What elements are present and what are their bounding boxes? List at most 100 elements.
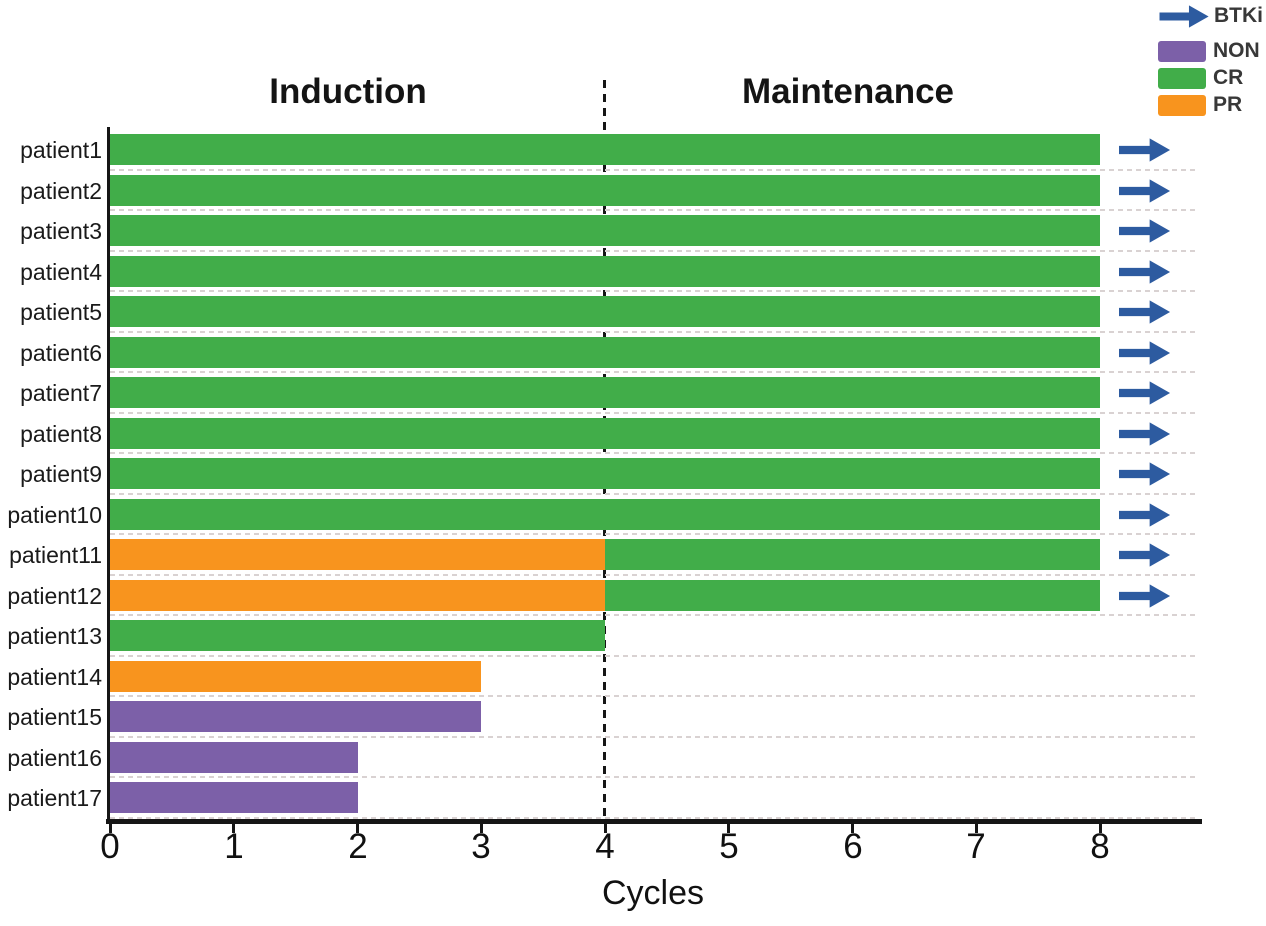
- non-color-swatch: [1158, 40, 1206, 62]
- btki-arrow-icon: [1119, 422, 1171, 446]
- bar-segment-cr: [605, 580, 1100, 611]
- x-axis-tick: [604, 824, 607, 833]
- x-tick-label: 7: [966, 827, 986, 866]
- btki-arrow-icon: [1159, 4, 1209, 28]
- x-axis-tick: [727, 824, 730, 833]
- row-gridline: [110, 817, 1197, 819]
- row-gridline: [110, 452, 1197, 454]
- btki-arrow-icon: [1119, 260, 1171, 284]
- bar-segment-pr: [110, 539, 605, 570]
- y-axis-line: [107, 127, 110, 820]
- legend-label-cr: CR: [1213, 66, 1244, 89]
- row-gridline: [110, 533, 1197, 535]
- phase-title-induction: Induction: [269, 72, 427, 111]
- x-axis-line: [106, 819, 1202, 824]
- bar-segment-cr: [110, 175, 1100, 206]
- legend-label-btki: BTKi: [1214, 4, 1263, 27]
- btki-arrow-icon: [1119, 300, 1171, 324]
- x-axis-title: Cycles: [601, 874, 705, 912]
- row-gridline: [110, 331, 1197, 333]
- btki-arrow-icon: [1119, 503, 1171, 527]
- patient-label: patient7: [20, 380, 102, 406]
- bar-segment-cr: [110, 499, 1100, 530]
- btki-arrow-icon: [1119, 138, 1171, 162]
- patient-label: patient15: [7, 704, 102, 730]
- x-axis-tick: [480, 824, 483, 833]
- bar-segment-cr: [110, 215, 1100, 246]
- x-axis-tick: [356, 824, 359, 833]
- bar-segment-pr: [110, 580, 605, 611]
- row-gridline: [110, 493, 1197, 495]
- row-gridline: [110, 776, 1197, 778]
- patient-label: patient10: [7, 502, 102, 528]
- row-gridline: [110, 169, 1197, 171]
- phase-divider-line: [603, 80, 606, 820]
- patient-label: patient5: [20, 299, 102, 325]
- btki-arrow-icon: [1119, 543, 1171, 567]
- bar-segment-cr: [110, 458, 1100, 489]
- patient-label: patient3: [20, 218, 102, 244]
- x-tick-label: 1: [224, 827, 244, 866]
- patient-label: patient6: [20, 340, 102, 366]
- bar-segment-cr: [110, 256, 1100, 287]
- bar-segment-cr: [110, 377, 1100, 408]
- btki-arrow-icon: [1119, 219, 1171, 243]
- btki-arrow-icon: [1119, 179, 1171, 203]
- x-tick-label: 6: [843, 827, 863, 866]
- x-axis-tick: [851, 824, 854, 833]
- x-tick-label: 4: [595, 827, 615, 866]
- x-tick-label: 8: [1090, 827, 1110, 866]
- patient-label: patient1: [20, 137, 102, 163]
- btki-arrow-icon: [1119, 341, 1171, 365]
- bar-segment-non: [110, 701, 481, 732]
- btki-arrow-icon: [1119, 381, 1171, 405]
- row-gridline: [110, 695, 1197, 697]
- legend-label-pr: PR: [1213, 93, 1243, 116]
- legend: BTKi NON CR PR: [1157, 3, 1263, 119]
- row-gridline: [110, 250, 1197, 252]
- x-axis-tick: [975, 824, 978, 833]
- x-tick-label: 5: [719, 827, 739, 866]
- row-gridline: [110, 412, 1197, 414]
- x-axis-tick: [1099, 824, 1102, 833]
- legend-item-non: NON: [1157, 38, 1263, 64]
- row-gridline: [110, 736, 1197, 738]
- row-gridline: [110, 655, 1197, 657]
- pr-color-swatch: [1158, 94, 1206, 116]
- bar-segment-cr: [110, 620, 605, 651]
- bar-segment-cr: [110, 134, 1100, 165]
- bar-segment-cr: [110, 418, 1100, 449]
- legend-item-btki: BTKi: [1157, 3, 1263, 29]
- legend-label-non: NON: [1213, 39, 1260, 62]
- patient-label: patient8: [20, 421, 102, 447]
- patient-label: patient13: [7, 623, 102, 649]
- legend-item-pr: PR: [1157, 92, 1263, 118]
- patient-label: patient12: [7, 583, 102, 609]
- row-gridline: [110, 290, 1197, 292]
- x-tick-label: 0: [100, 827, 120, 866]
- cr-color-swatch: [1158, 67, 1206, 89]
- patient-label: patient17: [7, 785, 102, 811]
- x-tick-label: 2: [348, 827, 368, 866]
- bar-segment-cr: [605, 539, 1100, 570]
- btki-arrow-icon: [1119, 584, 1171, 608]
- row-gridline: [110, 614, 1197, 616]
- bar-segment-cr: [110, 296, 1100, 327]
- patient-label: patient14: [7, 664, 102, 690]
- bar-segment-non: [110, 782, 358, 813]
- bar-segment-pr: [110, 661, 481, 692]
- row-gridline: [110, 574, 1197, 576]
- row-gridline: [110, 371, 1197, 373]
- bar-segment-non: [110, 742, 358, 773]
- row-gridline: [110, 209, 1197, 211]
- patient-label: patient16: [7, 745, 102, 771]
- patient-label: patient4: [20, 259, 102, 285]
- legend-item-cr: CR: [1157, 65, 1263, 91]
- x-axis-tick: [109, 824, 112, 833]
- x-tick-label: 3: [471, 827, 491, 866]
- bar-segment-cr: [110, 337, 1100, 368]
- phase-title-maintenance: Maintenance: [742, 72, 954, 111]
- patient-label: patient11: [9, 542, 102, 568]
- patient-label: patient2: [20, 178, 102, 204]
